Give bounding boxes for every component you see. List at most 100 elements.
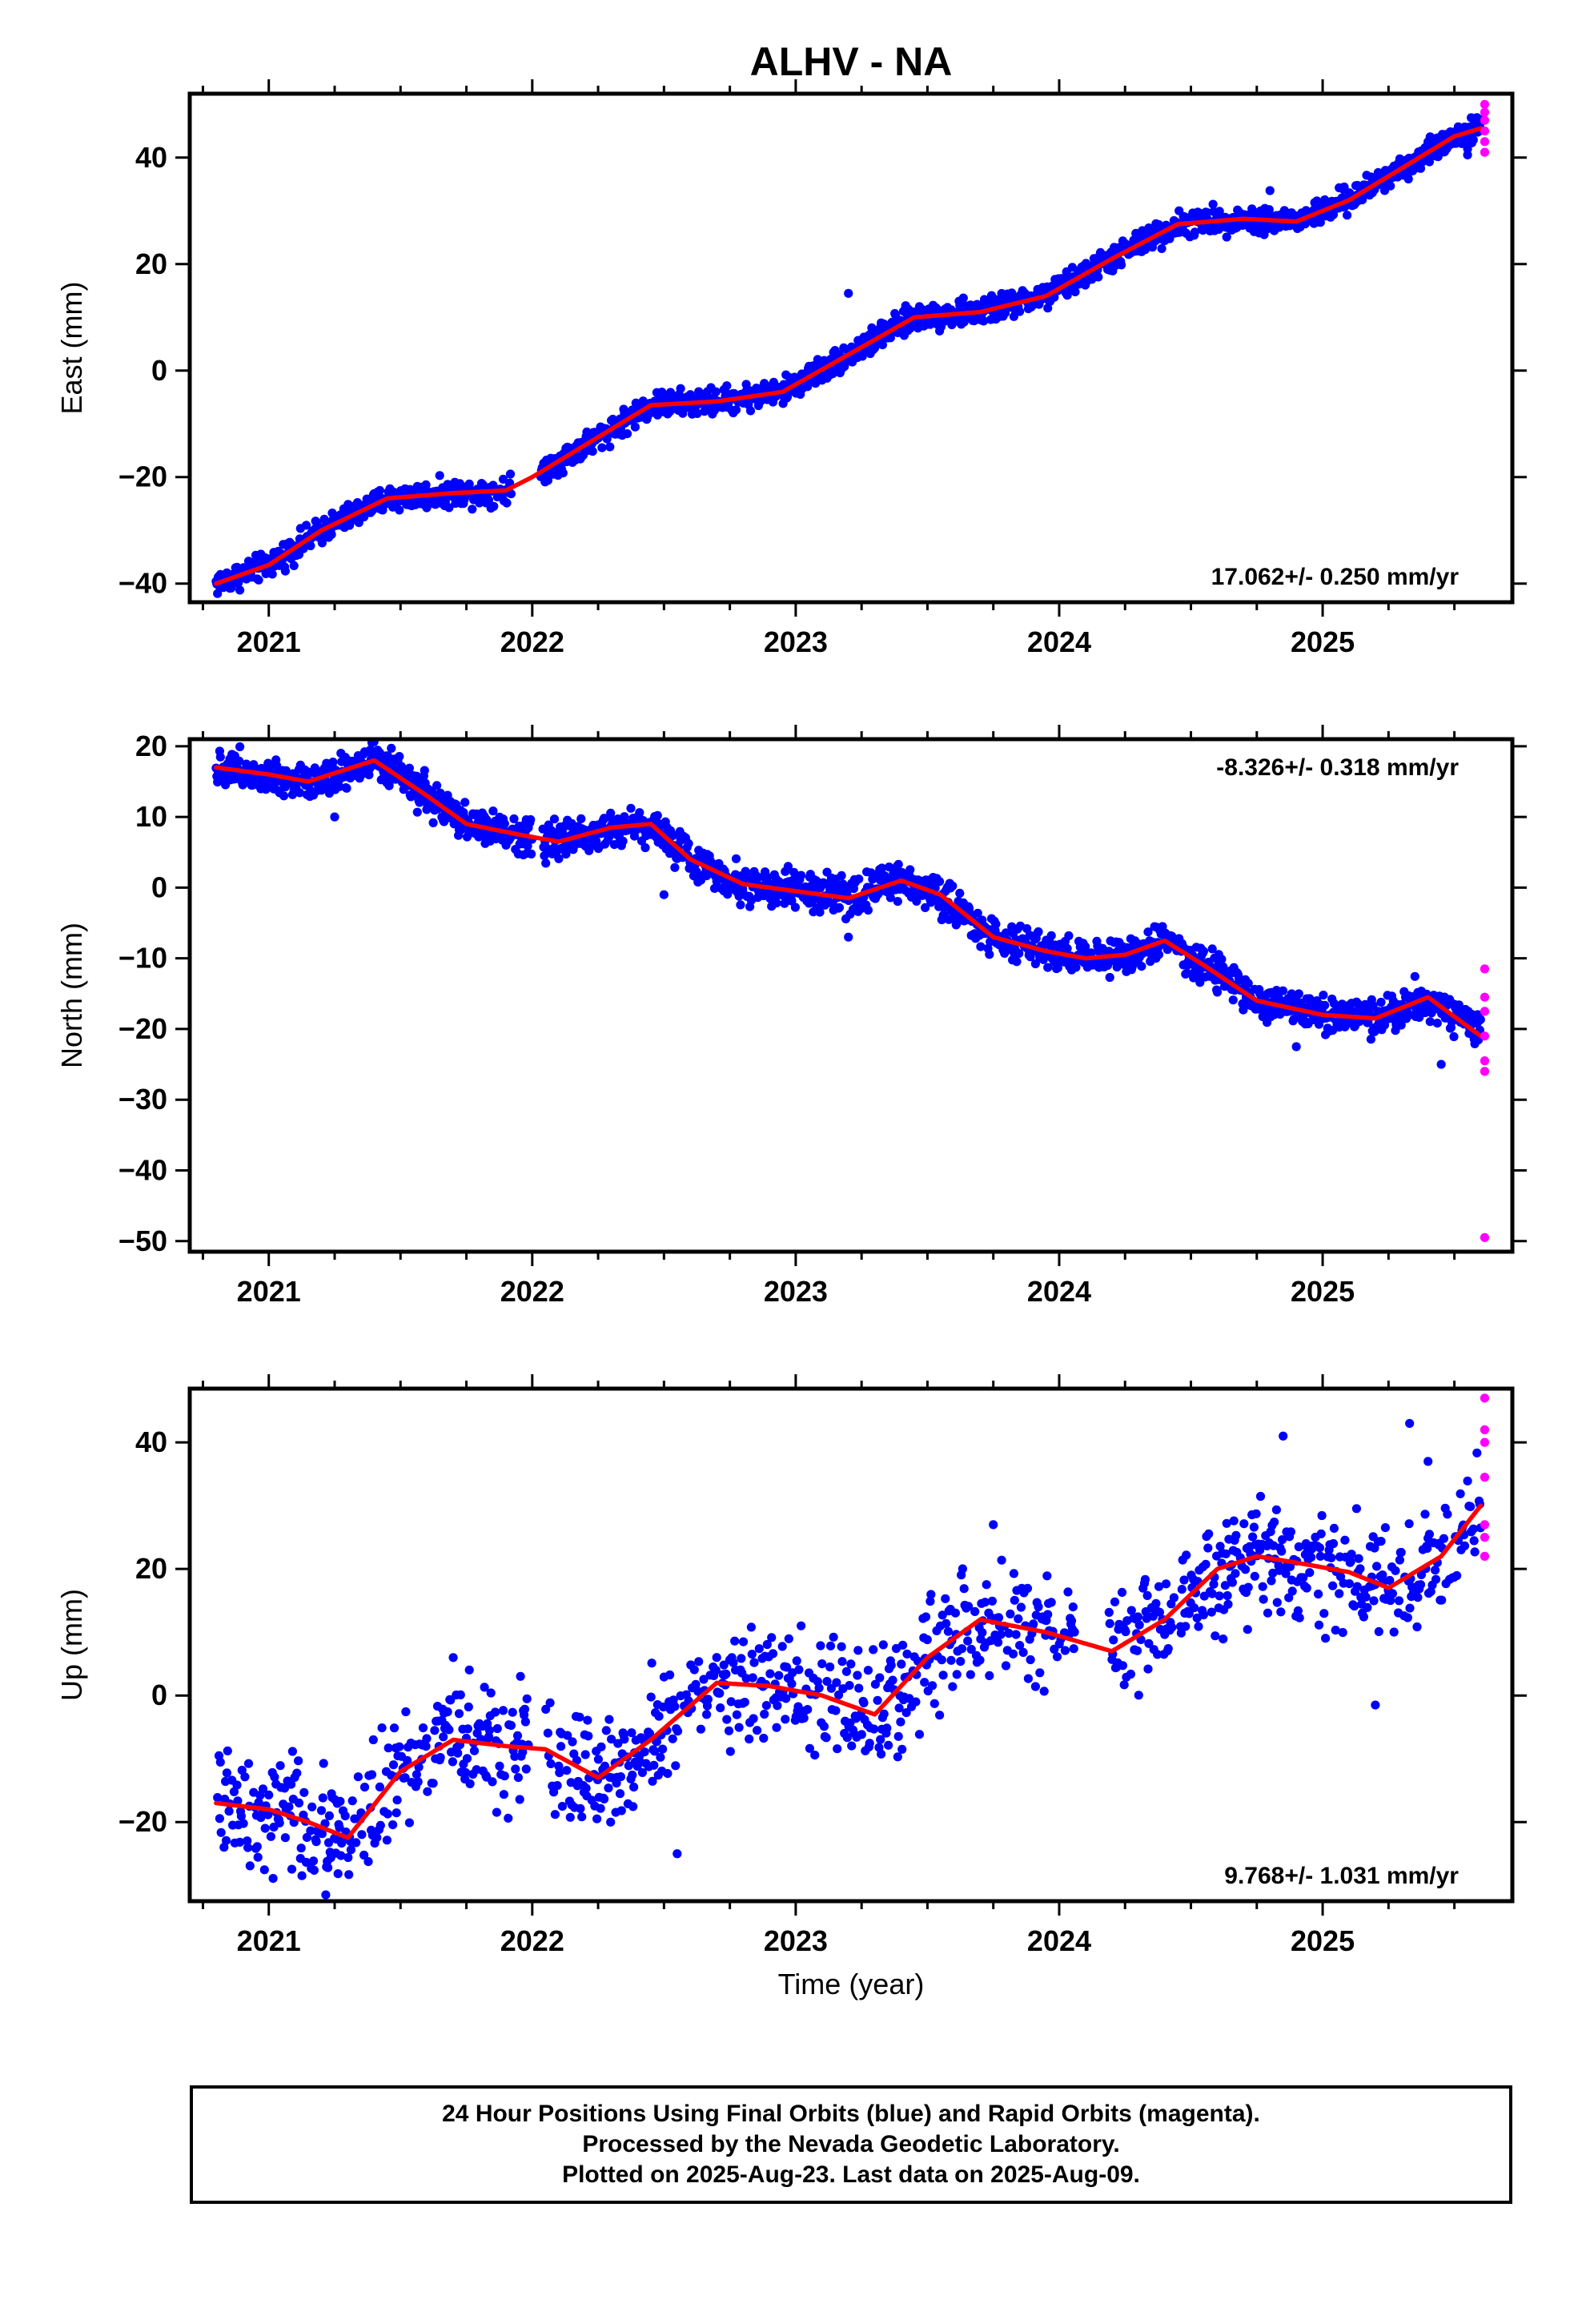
up-final-orbit-point <box>1026 1655 1035 1665</box>
up-final-orbit-point <box>464 1702 473 1712</box>
up-final-orbit-point <box>1227 1578 1237 1587</box>
up-final-orbit-point <box>1431 1574 1441 1584</box>
up-final-orbit-point <box>565 1812 575 1822</box>
east-final-orbit-point <box>722 381 732 391</box>
up-final-orbit-point <box>805 1743 815 1753</box>
east-final-orbit-point <box>1403 174 1413 184</box>
east-final-orbit-point <box>622 429 632 439</box>
north-final-orbit-point <box>753 875 762 884</box>
up-final-orbit-point <box>869 1724 879 1734</box>
up-final-orbit-point <box>221 1835 231 1845</box>
up-final-orbit-point <box>480 1683 489 1692</box>
north-final-orbit-point <box>973 908 982 918</box>
up-final-orbit-point <box>1140 1574 1150 1584</box>
up-final-orbit-point <box>810 1751 820 1760</box>
up-final-orbit-point <box>392 1795 402 1805</box>
up-final-orbit-point <box>654 1711 664 1721</box>
up-final-orbit-point <box>296 1844 306 1853</box>
up-final-orbit-point <box>737 1654 746 1663</box>
up-final-orbit-point <box>1052 1652 1062 1662</box>
up-final-orbit-point <box>1278 1535 1287 1545</box>
north-final-orbit-point <box>905 865 915 875</box>
up-final-orbit-point <box>1403 1613 1412 1622</box>
up-final-orbit-point <box>363 1857 373 1867</box>
east-final-orbit-point <box>731 405 741 415</box>
up-final-orbit-point <box>1437 1595 1447 1605</box>
up-final-orbit-point <box>1063 1587 1073 1597</box>
north-final-orbit-point <box>600 814 609 823</box>
up-final-orbit-point <box>902 1649 912 1659</box>
up-final-orbit-point <box>746 1622 757 1632</box>
up-final-orbit-point <box>592 1814 602 1823</box>
up-final-orbit-point <box>1391 1566 1400 1575</box>
north-final-orbit-point <box>342 783 351 793</box>
up-final-orbit-point <box>703 1695 713 1704</box>
north-final-orbit-point <box>948 881 958 891</box>
up-final-orbit-point <box>689 1665 699 1675</box>
up-final-orbit-point <box>1153 1650 1162 1659</box>
east-final-orbit-point <box>685 390 695 400</box>
up-final-orbit-point <box>1184 1609 1194 1618</box>
up-final-orbit-point <box>819 1722 829 1731</box>
east-final-orbit-point <box>1157 243 1166 253</box>
east-final-orbit-point <box>1386 181 1395 191</box>
up-final-orbit-point <box>958 1564 967 1574</box>
north-ytick-label: −30 <box>118 1083 167 1116</box>
up-final-orbit-point <box>1239 1519 1249 1529</box>
north-final-orbit-point <box>618 836 628 846</box>
up-final-orbit-point <box>1389 1627 1399 1637</box>
up-final-orbit-point <box>1328 1581 1338 1590</box>
up-final-orbit-point <box>957 1644 967 1654</box>
up-final-orbit-point <box>382 1835 391 1845</box>
up-xtick-label: 2025 <box>1291 1924 1355 1957</box>
up-final-orbit-point <box>1105 1618 1114 1628</box>
north-final-orbit-point <box>1432 1019 1442 1028</box>
up-final-orbit-point <box>263 1810 273 1819</box>
north-final-orbit-point <box>235 742 245 752</box>
east-final-orbit-point <box>605 442 615 452</box>
north-final-orbit-point <box>921 903 930 912</box>
north-final-orbit-point <box>420 766 429 775</box>
up-final-orbit-point <box>275 1818 284 1827</box>
up-final-orbit-point <box>344 1870 354 1880</box>
up-final-orbit-point <box>1014 1614 1023 1623</box>
up-final-orbit-point <box>1015 1641 1025 1651</box>
up-final-orbit-point <box>762 1639 772 1650</box>
up-final-orbit-point <box>911 1697 921 1707</box>
east-final-orbit-point <box>1070 287 1080 296</box>
up-ytick-label: −20 <box>118 1805 167 1838</box>
up-final-orbit-point <box>1204 1529 1214 1538</box>
up-final-orbit-point <box>948 1682 958 1691</box>
up-final-orbit-point <box>400 1773 410 1783</box>
up-final-orbit-point <box>414 1763 424 1772</box>
east-final-orbit-point <box>267 569 277 579</box>
up-final-orbit-point <box>989 1520 998 1530</box>
up-final-orbit-point <box>853 1646 863 1655</box>
north-final-orbit-point <box>395 752 404 762</box>
east-final-orbit-point <box>711 387 721 396</box>
up-final-orbit-point <box>650 1747 660 1756</box>
up-final-orbit-point <box>982 1580 991 1590</box>
east-model-line <box>214 126 1484 586</box>
east-rapid-orbit-points <box>1480 99 1490 157</box>
up-final-orbit-point <box>767 1633 777 1642</box>
up-final-orbit-point <box>854 1683 864 1693</box>
up-final-orbit-point <box>576 1803 585 1813</box>
up-final-orbit-point <box>782 1663 792 1672</box>
up-final-orbit-point <box>878 1640 888 1650</box>
up-final-orbit-point <box>308 1856 319 1866</box>
up-rapid-orbit-point <box>1480 1473 1490 1482</box>
up-final-orbit-point <box>1413 1593 1423 1602</box>
up-plot-frame <box>187 1386 1515 1904</box>
up-final-orbit-point <box>1452 1570 1462 1581</box>
up-final-orbit-point <box>421 1742 431 1751</box>
up-final-orbit-point <box>1068 1602 1078 1612</box>
north-final-orbit-point <box>640 842 650 853</box>
up-final-orbit-point <box>1182 1550 1191 1560</box>
up-rapid-orbit-point <box>1480 1533 1490 1542</box>
up-final-orbit-point <box>896 1717 905 1727</box>
up-final-orbit-point <box>391 1808 401 1818</box>
up-final-orbit-point <box>463 1724 473 1734</box>
up-final-orbit-point <box>831 1706 841 1715</box>
north-final-orbit-point <box>554 854 564 863</box>
